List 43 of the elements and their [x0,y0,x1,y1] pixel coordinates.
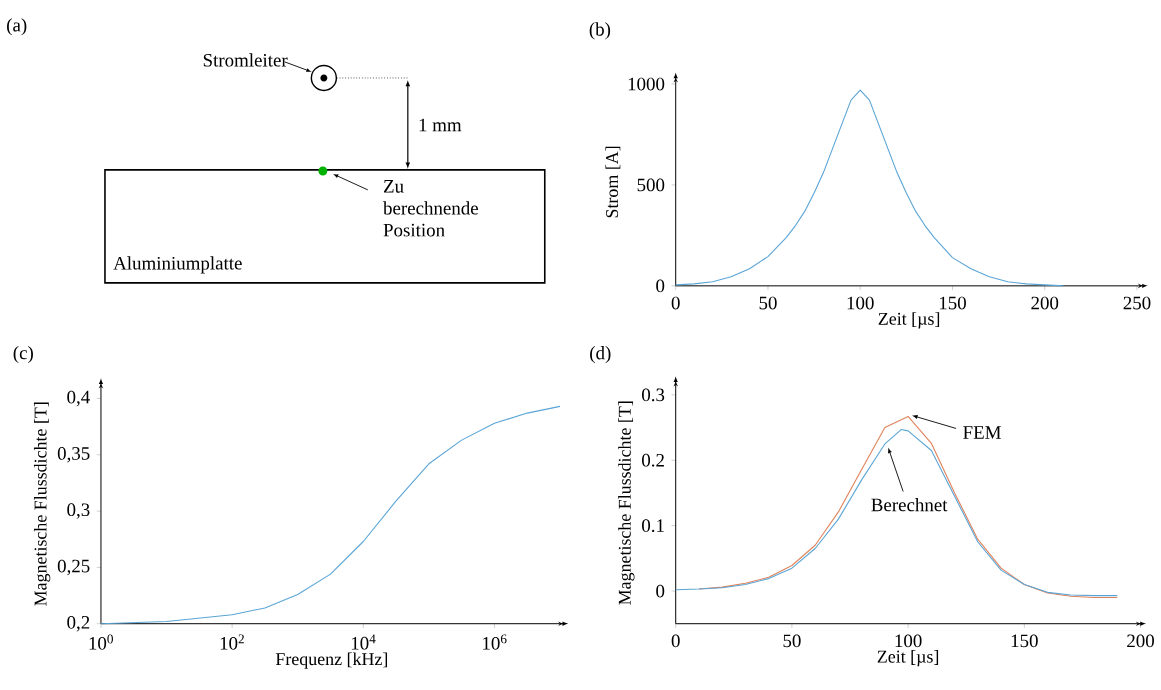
text: (a) [7,18,27,36]
series-label: Berechnet [871,498,948,512]
y-tick-label: 0 [656,279,665,293]
y-axis-title: Magnetische Flussdichte [T] [33,402,51,606]
x-tick-label: 200 [1127,634,1154,648]
y-tick-label: 0,3 [67,503,90,519]
x-tick-label: 10$^{2}$ [220,634,244,650]
chart-title: (d) [590,346,611,364]
x-tick-label: 10$^{0}$ [89,634,113,650]
y-axis-title: Strom [A] [605,146,621,218]
y-tick-label: 0,25 [57,559,90,576]
y-tick-label: 0 [656,584,665,598]
x-tick-label: 10$^{4}$ [351,634,376,650]
x-tick-label: 150 [1011,634,1038,648]
y-tick-label: 0.1 [642,519,664,533]
y-tick-label: 0.3 [642,388,665,402]
x-tick-label: 200 [1031,296,1059,310]
x-tick-label: 100 [847,296,874,310]
chart-title: (b) [589,22,611,40]
x-tick-label: 0 [671,296,680,310]
y-tick-label: 0,2 [67,616,90,632]
y-tick-label: 0,35 [57,447,90,463]
y-tick-label: 0.2 [642,454,664,467]
x-tick-label: 50 [783,634,801,648]
y-tick-label: 1000 [628,77,665,91]
x-tick-label: 0 [671,634,680,648]
series-label: FEM [963,426,1001,439]
x-tick-label: 100 [895,634,922,648]
y-tick-label: 500 [637,178,665,192]
x-axis-title: Zeit [µs] [878,312,940,329]
x-tick-label: 250 [1123,296,1151,310]
y-axis-title: Magnetische Flussdichte [T] [618,401,635,605]
x-axis-title: Zeit [µs] [877,650,939,667]
text: Stromleiter [203,53,288,67]
x-tick-label: 50 [759,296,777,310]
text: 1 mm [419,118,462,132]
x-tick-label: 150 [939,296,966,310]
x-axis-title: Frequenz [kHz] [275,652,388,669]
text: Aluminiumplatte [113,256,242,274]
chart-title: (c) [13,346,33,364]
text: Zu berechnende Position [383,180,478,237]
y-tick-label: 0,4 [67,390,90,407]
x-tick-label: 10$^{6}$ [483,634,507,650]
